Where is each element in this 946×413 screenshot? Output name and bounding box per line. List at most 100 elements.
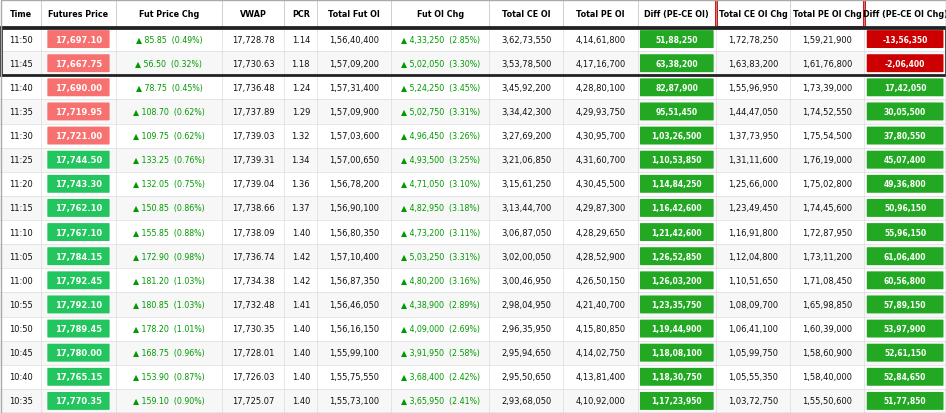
Text: 1,18,08,100: 1,18,08,100	[652, 348, 702, 357]
Text: 1,56,78,200: 1,56,78,200	[329, 180, 379, 189]
Text: 1,55,75,550: 1,55,75,550	[329, 373, 379, 381]
Text: Total PE OI: Total PE OI	[576, 9, 624, 19]
FancyBboxPatch shape	[867, 223, 943, 242]
Text: 17,725.07: 17,725.07	[232, 396, 274, 406]
Text: ▲ 133.25  (0.76%): ▲ 133.25 (0.76%)	[133, 156, 205, 165]
Text: 4,28,29,650: 4,28,29,650	[575, 228, 625, 237]
FancyBboxPatch shape	[47, 368, 110, 386]
FancyBboxPatch shape	[867, 79, 943, 97]
Text: 1,57,09,900: 1,57,09,900	[329, 108, 379, 116]
Text: 49,36,800: 49,36,800	[884, 180, 926, 189]
Text: 17,728.78: 17,728.78	[232, 36, 274, 45]
FancyBboxPatch shape	[639, 176, 713, 193]
FancyBboxPatch shape	[47, 31, 110, 49]
Text: 17,730.35: 17,730.35	[232, 324, 274, 333]
Text: 1,16,42,600: 1,16,42,600	[652, 204, 702, 213]
Text: 1,10,53,850: 1,10,53,850	[652, 156, 702, 165]
Text: 17,697.10: 17,697.10	[55, 36, 102, 45]
Text: 17,739.04: 17,739.04	[232, 180, 274, 189]
Text: 1,25,66,000: 1,25,66,000	[728, 180, 779, 189]
Text: 1,19,44,900: 1,19,44,900	[652, 324, 702, 333]
Text: 61,06,400: 61,06,400	[884, 252, 926, 261]
FancyBboxPatch shape	[639, 127, 713, 145]
Text: 1,56,87,350: 1,56,87,350	[329, 276, 379, 285]
Text: 17,667.75: 17,667.75	[55, 59, 102, 69]
Text: ▲ 178.20  (1.01%): ▲ 178.20 (1.01%)	[133, 324, 204, 333]
Text: 11:20: 11:20	[9, 180, 32, 189]
Text: 1,37,73,950: 1,37,73,950	[727, 132, 779, 141]
Text: 1,71,08,450: 1,71,08,450	[802, 276, 852, 285]
Text: 4,21,40,700: 4,21,40,700	[575, 300, 625, 309]
Text: 11:10: 11:10	[9, 228, 32, 237]
Text: 2,95,50,650: 2,95,50,650	[501, 373, 552, 381]
FancyBboxPatch shape	[47, 79, 110, 97]
Bar	[0, 293, 946, 317]
FancyBboxPatch shape	[639, 368, 713, 386]
Bar	[1, 28, 945, 76]
FancyBboxPatch shape	[867, 103, 943, 121]
Text: ▲ 5,24,250  (3.45%): ▲ 5,24,250 (3.45%)	[401, 83, 480, 93]
Text: 11:05: 11:05	[9, 252, 32, 261]
FancyBboxPatch shape	[47, 176, 110, 193]
Text: 1,03,72,750: 1,03,72,750	[728, 396, 779, 406]
Text: ▲ 153.90  (0.87%): ▲ 153.90 (0.87%)	[133, 373, 204, 381]
Text: 1.32: 1.32	[291, 132, 310, 141]
Text: 1,61,76,800: 1,61,76,800	[802, 59, 852, 69]
Text: 1.41: 1.41	[291, 300, 310, 309]
Text: 4,30,95,700: 4,30,95,700	[575, 132, 625, 141]
Text: 1,59,21,900: 1,59,21,900	[802, 36, 852, 45]
Text: Diff (PE-CE OI): Diff (PE-CE OI)	[644, 9, 710, 19]
Text: ▲ 4,93,500  (3.25%): ▲ 4,93,500 (3.25%)	[401, 156, 480, 165]
Text: 17,738.66: 17,738.66	[232, 204, 274, 213]
Text: 1,56,16,150: 1,56,16,150	[329, 324, 379, 333]
Text: 10:45: 10:45	[9, 348, 32, 357]
Text: 3,21,06,850: 3,21,06,850	[501, 156, 552, 165]
Text: 1,63,83,200: 1,63,83,200	[727, 59, 779, 69]
Text: 17,42,050: 17,42,050	[884, 83, 926, 93]
Text: ▲ 78.75  (0.45%): ▲ 78.75 (0.45%)	[135, 83, 202, 93]
FancyBboxPatch shape	[867, 344, 943, 362]
Text: 1,05,55,350: 1,05,55,350	[728, 373, 779, 381]
FancyBboxPatch shape	[639, 296, 713, 313]
Text: 1.40: 1.40	[291, 324, 310, 333]
Text: 4,29,93,750: 4,29,93,750	[575, 108, 625, 116]
Text: 1,06,41,100: 1,06,41,100	[728, 324, 779, 333]
Bar	[0, 124, 946, 148]
Text: 1,74,52,550: 1,74,52,550	[802, 108, 852, 116]
Text: 3,02,00,050: 3,02,00,050	[501, 252, 552, 261]
Text: 17,728.01: 17,728.01	[232, 348, 274, 357]
Text: 17,739.31: 17,739.31	[232, 156, 274, 165]
FancyBboxPatch shape	[47, 248, 110, 266]
Text: 4,26,50,150: 4,26,50,150	[575, 276, 625, 285]
Text: 52,61,150: 52,61,150	[884, 348, 926, 357]
Text: 17,730.63: 17,730.63	[232, 59, 274, 69]
Text: ▲ 5,03,250  (3.31%): ▲ 5,03,250 (3.31%)	[401, 252, 480, 261]
Text: 3,45,92,200: 3,45,92,200	[501, 83, 552, 93]
FancyBboxPatch shape	[867, 199, 943, 217]
Text: 1,55,96,950: 1,55,96,950	[728, 83, 779, 93]
Text: 1,74,45,600: 1,74,45,600	[802, 204, 852, 213]
FancyBboxPatch shape	[47, 55, 110, 73]
Text: 11:50: 11:50	[9, 36, 32, 45]
Text: 17,726.03: 17,726.03	[232, 373, 274, 381]
Text: -2,06,400: -2,06,400	[885, 59, 925, 69]
Bar	[0, 28, 946, 52]
FancyBboxPatch shape	[867, 127, 943, 145]
Text: ▲ 4,96,450  (3.26%): ▲ 4,96,450 (3.26%)	[401, 132, 480, 141]
FancyBboxPatch shape	[639, 223, 713, 242]
Text: 2,96,35,950: 2,96,35,950	[501, 324, 552, 333]
FancyBboxPatch shape	[47, 152, 110, 169]
Text: 11:40: 11:40	[9, 83, 32, 93]
Text: 1,72,78,250: 1,72,78,250	[728, 36, 779, 45]
Text: 1,08,09,700: 1,08,09,700	[728, 300, 779, 309]
Text: ▲ 4,38,900  (2.89%): ▲ 4,38,900 (2.89%)	[401, 300, 480, 309]
Text: ▲ 85.85  (0.49%): ▲ 85.85 (0.49%)	[135, 36, 202, 45]
Text: 17,784.15: 17,784.15	[55, 252, 102, 261]
Text: 1.40: 1.40	[291, 396, 310, 406]
Text: ▲ 4,71,050  (3.10%): ▲ 4,71,050 (3.10%)	[401, 180, 480, 189]
Text: 1.40: 1.40	[291, 373, 310, 381]
Bar	[0, 148, 946, 172]
Text: 10:35: 10:35	[9, 396, 33, 406]
FancyBboxPatch shape	[867, 248, 943, 266]
Text: 60,56,800: 60,56,800	[884, 276, 926, 285]
